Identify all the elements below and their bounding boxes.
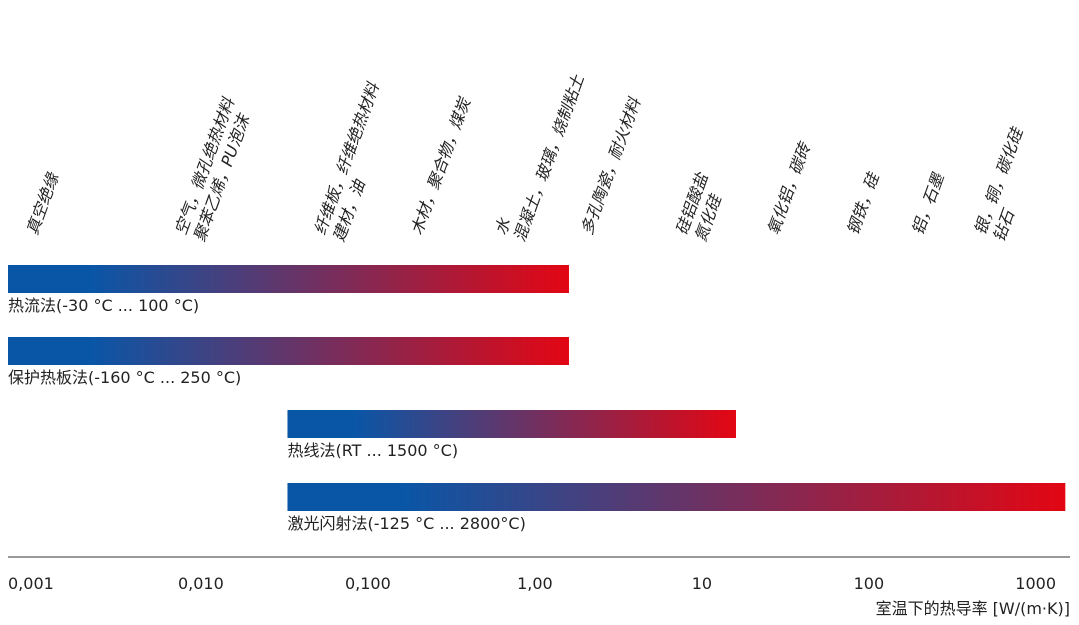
material-text: 钢铁，硅 — [843, 169, 883, 238]
x-tick-label: 100 — [854, 574, 885, 593]
range-bar — [287, 410, 736, 438]
material-label: 木材，聚合物，煤炭 — [407, 94, 475, 238]
x-tick-label: 1000 — [1015, 574, 1056, 593]
bar-label: 热线法(RT ... 1500 °C) — [287, 441, 458, 460]
material-text: 多孔陶瓷，耐火材料 — [577, 95, 644, 238]
material-label: 铝，石墨 — [908, 170, 948, 238]
material-label: 多孔陶瓷，耐火材料 — [577, 95, 644, 238]
x-tick-label: 0,010 — [178, 574, 224, 593]
material-text: 混凝土，玻璃，烧制粘土 — [510, 71, 588, 244]
x-tick-label: 1,00 — [517, 574, 553, 593]
bar-label: 热流法(-30 °C ... 100 °C) — [8, 296, 199, 315]
material-text: 真空绝缘 — [23, 169, 63, 238]
x-tick-label: 10 — [692, 574, 712, 593]
material-label: 氧化铝，碳砖 — [763, 139, 814, 238]
x-tick-label: 0,001 — [8, 574, 54, 593]
bar-label: 保护热板法(-160 °C ... 250 °C) — [8, 368, 241, 387]
material-text: 铝，石墨 — [908, 170, 948, 238]
material-label: 真空绝缘 — [23, 169, 63, 238]
range-bar — [8, 337, 569, 365]
material-text: 木材，聚合物，煤炭 — [407, 94, 475, 238]
material-label: 钢铁，硅 — [843, 169, 883, 238]
bar-label: 激光闪射法(-125 °C ... 2800°C) — [287, 514, 525, 533]
material-text: 水 — [491, 215, 515, 237]
x-axis-title: 室温下的热导率 [W/(m·K)] — [876, 599, 1070, 618]
material-text: 氧化铝，碳砖 — [763, 139, 814, 238]
x-tick-label: 0,100 — [345, 574, 391, 593]
range-bar — [287, 483, 1066, 511]
range-bar — [8, 265, 569, 293]
